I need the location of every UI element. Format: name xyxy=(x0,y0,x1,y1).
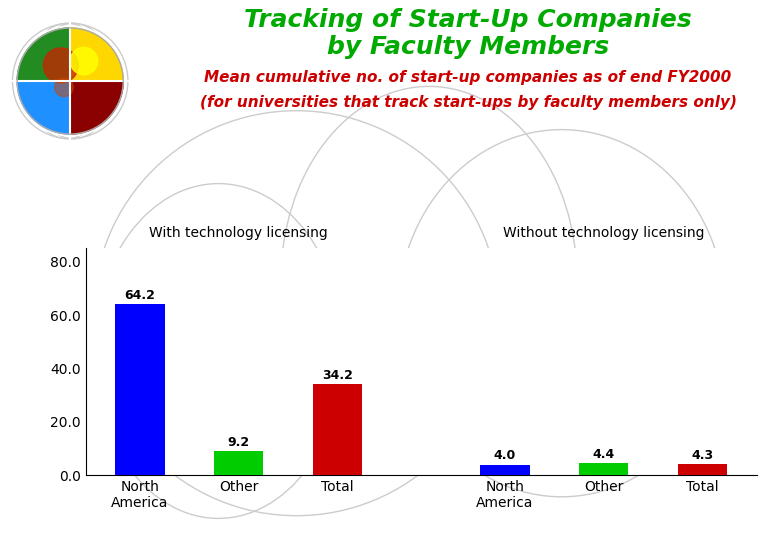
Bar xyxy=(678,464,727,475)
Bar xyxy=(214,451,264,475)
Text: 34.2: 34.2 xyxy=(322,369,353,382)
Text: With technology licensing: With technology licensing xyxy=(149,226,328,240)
Text: 4.3: 4.3 xyxy=(691,449,714,462)
Text: by Faculty Members: by Faculty Members xyxy=(327,35,609,59)
Text: 64.2: 64.2 xyxy=(125,289,155,302)
Bar xyxy=(115,304,165,475)
Circle shape xyxy=(70,48,98,75)
Text: 4.0: 4.0 xyxy=(494,449,516,462)
Text: 9.2: 9.2 xyxy=(228,436,250,449)
Bar xyxy=(480,464,530,475)
Circle shape xyxy=(55,78,73,97)
Wedge shape xyxy=(70,28,123,81)
Wedge shape xyxy=(70,81,123,134)
Circle shape xyxy=(44,48,78,83)
Wedge shape xyxy=(17,28,70,81)
Text: 4.4: 4.4 xyxy=(593,448,615,461)
Bar xyxy=(579,463,629,475)
Text: (for universities that track start-ups by faculty members only): (for universities that track start-ups b… xyxy=(200,94,736,110)
Text: Mean cumulative no. of start-up companies as of end FY2000: Mean cumulative no. of start-up companie… xyxy=(204,70,732,85)
Text: Without technology licensing: Without technology licensing xyxy=(503,226,704,240)
Bar xyxy=(313,384,362,475)
Wedge shape xyxy=(17,81,70,134)
Text: Tracking of Start-Up Companies: Tracking of Start-Up Companies xyxy=(244,8,692,32)
Circle shape xyxy=(16,26,125,136)
